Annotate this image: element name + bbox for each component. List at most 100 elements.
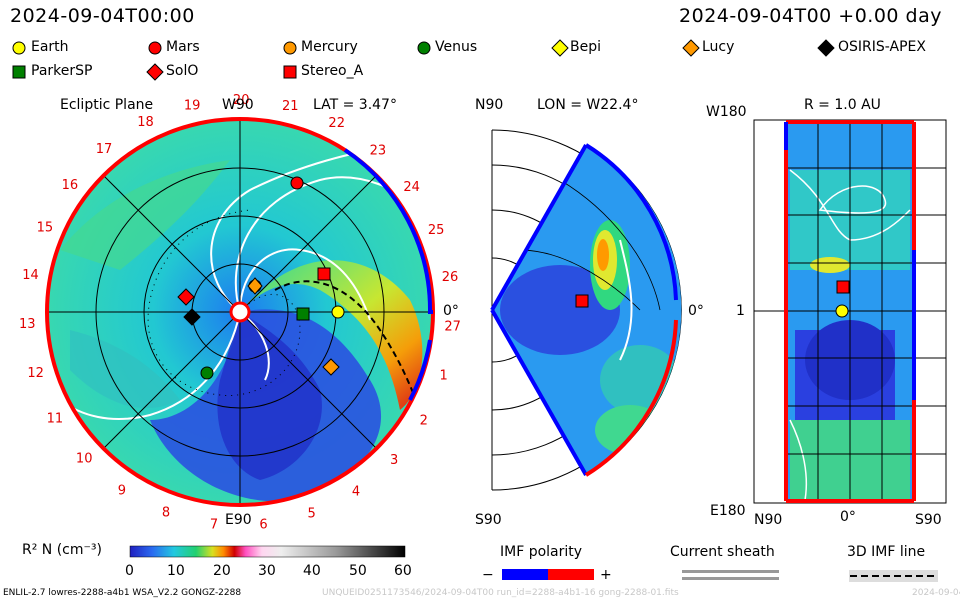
colorbar-tick-2: 20 <box>213 563 231 579</box>
carrington-label-1: 1 <box>440 368 448 383</box>
sun-marker <box>229 301 251 323</box>
carrington-label-5: 5 <box>308 507 316 522</box>
carrington-label-26: 26 <box>442 270 459 285</box>
meridional-bottom-label: S90 <box>475 512 502 528</box>
carrington-label-27: 27 <box>444 320 461 335</box>
map-panel <box>753 119 947 504</box>
legend-parker-marker <box>12 65 26 79</box>
carrington-label-10: 10 <box>76 451 93 466</box>
body-venus <box>200 366 214 380</box>
legend-earth-marker <box>12 41 26 55</box>
legend-label-parker: ParkerSP <box>31 63 93 79</box>
map-earth <box>835 304 849 318</box>
legend-markers <box>12 39 835 81</box>
map-bottom-left-label: E180 <box>710 503 746 519</box>
meridional-lon-label: LON = W22.4° <box>537 97 639 113</box>
carrington-label-22: 22 <box>328 116 345 131</box>
carrington-label-16: 16 <box>62 178 79 193</box>
footer-model: ENLIL-2.7 lowres-2288-a4b1 WSA_V2.2 GONG… <box>3 588 242 598</box>
ecliptic-title: Ecliptic Plane <box>60 97 154 113</box>
sheath-swatch <box>682 570 779 573</box>
carrington-label-3: 3 <box>390 453 398 468</box>
carrington-label-19: 19 <box>184 99 201 114</box>
colorbar-tick-3: 30 <box>258 563 276 579</box>
carrington-label-13: 13 <box>19 317 36 332</box>
legend-solo-marker <box>146 63 164 81</box>
imf-plus-label: + <box>600 567 612 583</box>
carrington-label-7: 7 <box>210 517 218 532</box>
legend-bepi-marker <box>551 39 569 57</box>
body-osiris <box>183 308 201 326</box>
map-x-label-1: 0° <box>840 509 856 525</box>
carrington-label-2: 2 <box>420 414 428 429</box>
ecliptic-right-label: 0° <box>443 303 459 319</box>
ecliptic-lat-label: LAT = 3.47° <box>313 97 397 113</box>
legend-label-earth: Earth <box>31 39 69 55</box>
carrington-label-20: 20 <box>233 93 250 108</box>
meridional-top-label: N90 <box>475 97 504 113</box>
carrington-label-21: 21 <box>282 99 299 114</box>
carrington-label-4: 4 <box>352 485 360 500</box>
legend-label-stereoa: Stereo_A <box>301 63 364 79</box>
body-earth <box>331 305 345 319</box>
imf-polarity-title: IMF polarity <box>500 544 583 560</box>
body-parker <box>296 307 310 321</box>
legend-label-mars: Mars <box>166 39 200 55</box>
legend-label-lucy: Lucy <box>702 39 735 55</box>
legend-label-venus: Venus <box>435 39 478 55</box>
colorbar-tick-1: 10 <box>167 563 185 579</box>
map-title: R = 1.0 AU <box>804 97 881 113</box>
carrington-label-9: 9 <box>118 483 126 498</box>
colorbar-tick-4: 40 <box>303 563 321 579</box>
footer-date: 2024-09-04 <box>912 588 960 598</box>
meridional-panel <box>490 129 682 491</box>
colorbar-label: R² N (cm⁻³) <box>22 542 102 558</box>
legend-label-osiris: OSIRIS-APEX <box>838 39 926 55</box>
imf3d-title: 3D IMF line <box>847 544 926 560</box>
carrington-label-11: 11 <box>47 411 64 426</box>
ecliptic-panel <box>47 119 433 505</box>
carrington-label-23: 23 <box>370 144 387 159</box>
map-stereoa <box>836 280 850 294</box>
current-sheath-title: Current sheath <box>670 544 775 560</box>
legend-osiris-marker <box>817 39 835 57</box>
header-left-time: 2024-09-04T00:00 <box>10 5 195 27</box>
legend-label-mercury: Mercury <box>301 39 358 55</box>
map-top-left-label: W180 <box>706 104 747 120</box>
carrington-label-24: 24 <box>403 180 420 195</box>
meridional-right-label: 0° <box>688 303 704 319</box>
carrington-label-17: 17 <box>96 142 113 157</box>
footer-run: UNQUEID0251173546/2024-09-04T00 run_id=2… <box>322 588 679 598</box>
ecliptic-top-label: W90 <box>222 97 254 113</box>
body-lucy <box>322 358 340 376</box>
legend-mercury-marker <box>283 41 297 55</box>
carrington-label-8: 8 <box>162 506 170 521</box>
legend-label-solo: SolO <box>166 63 199 79</box>
meridional-stereoa <box>575 294 589 308</box>
carrington-labels: 19 20 212223242526271234567891011121314151… <box>19 93 461 533</box>
carrington-label-15: 15 <box>37 221 54 236</box>
carrington-label-12: 12 <box>27 366 44 381</box>
carrington-label-25: 25 <box>428 223 445 238</box>
carrington-label-14: 14 <box>22 268 39 283</box>
colorbar-tick-6: 60 <box>394 563 412 579</box>
map-mid-left-label: 1 <box>736 303 745 319</box>
legend-lucy-marker <box>682 39 700 57</box>
imf-negative-swatch <box>502 569 548 580</box>
imf-positive-swatch <box>548 569 594 580</box>
body-bepi <box>247 277 263 295</box>
legend-venus-marker <box>417 41 431 55</box>
body-solo <box>177 288 195 306</box>
body-stereoa <box>317 267 331 281</box>
legend-stereoa-marker <box>283 65 297 79</box>
body-mars <box>290 176 304 190</box>
ecliptic-bottom-label: E90 <box>225 512 252 528</box>
imf3d-swatch <box>849 570 938 582</box>
ecliptic-boundary-negative <box>343 148 433 314</box>
imf-minus-label: − <box>482 567 494 583</box>
carrington-label-18: 18 <box>137 115 154 130</box>
legend-label-bepi: Bepi <box>570 39 601 55</box>
header-right-time: 2024-09-04T00 +0.00 day <box>679 5 942 27</box>
map-x-label-0: N90 <box>754 512 783 528</box>
